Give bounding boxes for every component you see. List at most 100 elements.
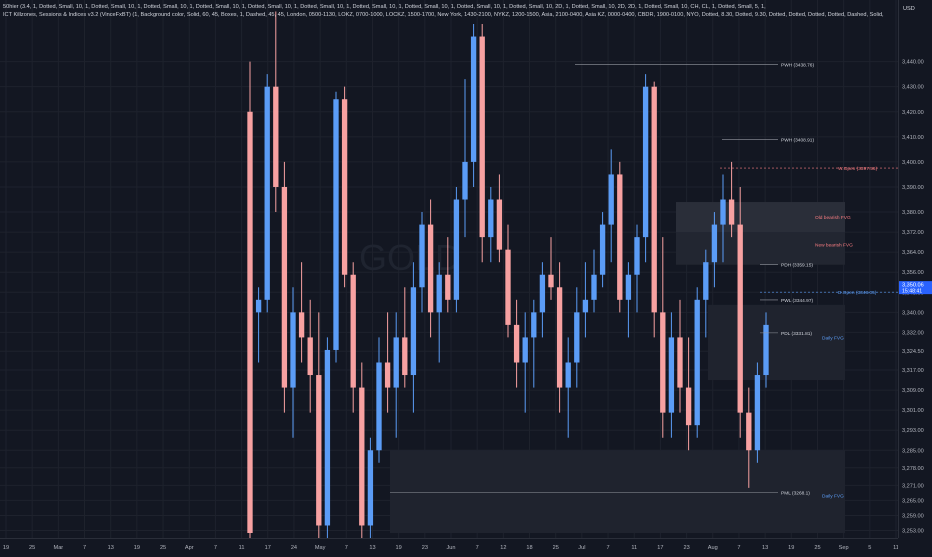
time-tick-label: 7	[737, 545, 740, 551]
candle-body	[341, 99, 348, 275]
price-axis[interactable]: 3,440.00 3,430.00 3,420.00 3,410.00 3,400.00…	[898, 0, 932, 538]
candle-body	[410, 287, 417, 376]
price-tick-label: 3,301.00	[902, 408, 924, 414]
price-tick-label: 3,285.00	[902, 448, 924, 454]
price-tick-label: 3,271.00	[902, 483, 924, 489]
candle-body	[737, 224, 743, 413]
candle-body	[599, 224, 606, 275]
price-tick-label: 3,278.00	[902, 466, 924, 472]
chart-area[interactable]: GOLD PWH (3438.76) PWH (3408.91) W.Open (3…	[0, 0, 898, 551]
time-tick-label: 7	[83, 545, 86, 551]
candle-body	[496, 199, 503, 250]
candle-body	[436, 274, 442, 313]
price-tick-label: 3,410.00	[902, 135, 924, 141]
candle-body	[402, 337, 408, 376]
time-tick-label: 7	[606, 545, 609, 551]
candle-body	[513, 324, 520, 363]
time-tick-label: May	[315, 545, 326, 551]
symbol-watermark: GOLD	[359, 237, 461, 278]
indicator-legend-line-1[interactable]: 50hier (3.4, 1, Dotted, Small, 10, 1, Do…	[3, 4, 766, 10]
time-tick-label: 13	[108, 545, 114, 551]
level-label: PWH (3408.91)	[781, 138, 814, 144]
price-tick-label: 3,259.00	[902, 513, 924, 519]
candle-body	[625, 274, 632, 300]
candle-body	[255, 299, 262, 313]
fvg-label: Old bearish FVG	[815, 215, 851, 221]
candle-body	[281, 186, 288, 388]
bar-countdown: 15:48:41	[902, 289, 922, 295]
price-tick-label: 3,400.00	[902, 160, 924, 166]
candle-body	[651, 86, 657, 313]
candle-body	[531, 312, 537, 338]
price-tick-label: 3,340.00	[902, 310, 924, 316]
price-tick-label: 3,420.00	[902, 110, 924, 116]
candle-body	[574, 312, 580, 363]
time-tick-label: Jul	[578, 545, 585, 551]
candle-body	[350, 274, 356, 388]
fvg-label: Daily FVG	[822, 493, 844, 499]
time-tick-label: 7	[345, 545, 348, 551]
candle-body	[333, 99, 339, 350]
candle-body	[376, 362, 382, 451]
candle-body	[634, 237, 640, 275]
price-tick-label: 3,390.00	[902, 185, 924, 191]
time-tick-label: 13	[369, 545, 375, 551]
candle-body	[247, 111, 253, 534]
candle-body	[763, 324, 769, 376]
candle-body	[703, 262, 709, 300]
candle-body	[660, 312, 666, 413]
candle-body	[479, 36, 485, 238]
candle-body	[470, 36, 477, 162]
new-bearish-fvg-zone	[676, 232, 845, 265]
time-tick-label: 7	[214, 545, 217, 551]
candle-body	[711, 224, 718, 263]
fvg-label: Daily FVG	[822, 335, 844, 341]
current-price-value: 3,350.06	[902, 283, 924, 289]
level-label: PDH (3359.15)	[781, 262, 813, 268]
candle-body	[453, 199, 460, 300]
time-tick-label: 19	[134, 545, 140, 551]
level-label: PML (3268.1)	[781, 491, 810, 497]
candle-body	[384, 362, 391, 388]
candle-body	[462, 161, 468, 200]
price-tick-label: 3,265.00	[902, 498, 924, 504]
candle-body	[746, 412, 752, 451]
candle-body	[393, 337, 399, 388]
candle-body	[445, 274, 451, 300]
time-axis[interactable]: 19 25 Mar 7 13 19 25 Apr 7 11 17 24 May 7 13 19 23 Jun 7 12…	[0, 538, 899, 551]
candle-body	[677, 337, 683, 388]
time-tick-label: 23	[422, 545, 428, 551]
time-tick-label: 19	[3, 545, 9, 551]
candle-body	[694, 299, 700, 426]
candle-body	[548, 274, 554, 288]
candle-body	[273, 86, 279, 187]
candle-body	[359, 387, 365, 526]
candle-body	[427, 224, 434, 313]
level-label: PWL (3344.97)	[781, 298, 813, 304]
time-tick-label: 18	[526, 545, 532, 551]
price-tick-label: 3,324.50	[902, 349, 924, 355]
candle-body	[591, 274, 597, 300]
indicator-legend-line-2[interactable]: ICT Killzones, Sessions & Indices v3.2 (…	[3, 12, 884, 18]
time-tick-label: 12	[500, 545, 506, 551]
old-bearish-fvg-zone	[676, 202, 845, 238]
candle-body	[608, 174, 614, 225]
time-tick-label: Sep	[839, 545, 849, 551]
level-label: PWH (3438.76)	[781, 63, 814, 69]
candlestick-chart[interactable]: GOLD PWH (3438.76) PWH (3408.91) W.Open (3…	[0, 0, 898, 551]
time-tick-label: Jun	[446, 545, 455, 551]
time-tick-label: 7	[476, 545, 479, 551]
candle-body	[720, 199, 726, 225]
time-tick-label: Aug	[708, 545, 718, 551]
time-tick-label: 13	[762, 545, 768, 551]
time-tick-label: Mar	[54, 545, 64, 551]
daily-fvg-zone	[708, 304, 845, 381]
currency-label[interactable]: USD	[903, 6, 915, 12]
candle-body	[582, 299, 589, 313]
time-tick-label: 19	[788, 545, 794, 551]
time-tick-label: 25	[29, 545, 35, 551]
time-tick-label: 17	[657, 545, 663, 551]
candle-body	[264, 86, 270, 300]
time-tick-label: 19	[396, 545, 402, 551]
level-label: PDL (3331.81)	[781, 331, 812, 337]
